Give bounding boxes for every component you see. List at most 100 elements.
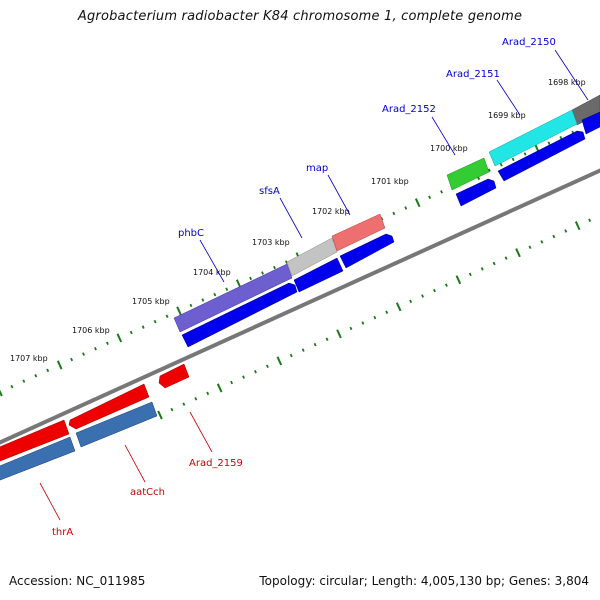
scale-tick bbox=[201, 298, 205, 302]
gene-arad-2151[interactable] bbox=[488, 109, 578, 167]
gene-map[interactable] bbox=[331, 213, 386, 252]
kbp-label: 1703 kbp bbox=[252, 238, 290, 247]
scale-tick bbox=[440, 190, 444, 194]
scale-tick bbox=[182, 402, 186, 406]
plus-cds-track bbox=[181, 111, 600, 348]
scale-tick bbox=[265, 364, 269, 369]
scale-tick bbox=[444, 283, 448, 287]
gene-label[interactable]: phbC bbox=[178, 228, 204, 239]
kbp-label: 1702 kbp bbox=[312, 207, 350, 216]
kbp-label: 1701 kbp bbox=[371, 177, 409, 186]
scale-tick bbox=[559, 135, 563, 140]
cds-arrow[interactable] bbox=[455, 178, 497, 207]
gene-label[interactable]: sfsA bbox=[259, 186, 280, 197]
scale-tick bbox=[206, 391, 210, 396]
inner-tick-ring bbox=[157, 218, 592, 420]
scale-tick bbox=[564, 229, 568, 233]
cds-arrow[interactable] bbox=[339, 233, 395, 269]
scale-tick bbox=[56, 360, 63, 370]
scale-tick bbox=[499, 163, 503, 167]
scale-tick bbox=[157, 410, 163, 420]
scale-tick bbox=[325, 337, 329, 341]
gene-label[interactable]: Arad_2151 bbox=[446, 69, 500, 80]
cds-arrow[interactable] bbox=[497, 130, 586, 182]
gene-phbC[interactable] bbox=[173, 263, 293, 333]
gene-thrA[interactable] bbox=[0, 419, 70, 465]
scale-tick bbox=[70, 357, 74, 362]
kbp-label: 1699 kbp bbox=[488, 111, 526, 120]
kbp-label: 1707 kbp bbox=[10, 354, 48, 363]
scale-tick bbox=[153, 319, 157, 324]
scale-tick bbox=[349, 326, 353, 331]
scale-tick bbox=[165, 314, 169, 318]
scale-tick bbox=[421, 294, 424, 298]
plus-strand-genes bbox=[173, 94, 600, 333]
scale-tick bbox=[22, 379, 26, 383]
kbp-label: 1706 kbp bbox=[72, 326, 110, 335]
cds-arrow[interactable] bbox=[293, 257, 344, 293]
scale-tick bbox=[523, 152, 527, 156]
scale-tick bbox=[273, 265, 276, 270]
kbp-label: 1700 kbp bbox=[430, 144, 468, 153]
leader-line bbox=[189, 411, 213, 453]
scale-tick bbox=[392, 211, 396, 216]
gene-arad-2152[interactable] bbox=[446, 157, 490, 191]
scale-tick bbox=[385, 310, 389, 314]
gene-label[interactable]: aatCch bbox=[130, 487, 165, 498]
gene-label[interactable]: Arad_2159 bbox=[189, 458, 243, 469]
kbp-scale: 1698 kbp 1699 kbp 1700 kbp 1701 kbp 1702… bbox=[10, 78, 586, 363]
scale-tick bbox=[0, 389, 3, 397]
leader-line bbox=[496, 79, 521, 116]
minus-strand-genes bbox=[0, 363, 190, 484]
scale-tick bbox=[225, 287, 229, 291]
scale-tick bbox=[301, 348, 305, 352]
cds-arrow[interactable] bbox=[581, 111, 600, 135]
scale-tick bbox=[116, 333, 123, 343]
scale-tick bbox=[289, 353, 293, 358]
gene-sfsA[interactable] bbox=[286, 237, 338, 277]
kbp-label: 1698 kbp bbox=[548, 78, 586, 87]
cds-arrow[interactable] bbox=[181, 282, 298, 348]
scale-tick bbox=[540, 240, 544, 244]
scale-tick bbox=[249, 276, 253, 281]
gene-label[interactable]: Arad_2152 bbox=[382, 104, 436, 115]
scale-tick bbox=[515, 248, 521, 258]
gene-label[interactable]: Arad_2150 bbox=[502, 37, 556, 48]
scale-tick bbox=[487, 168, 491, 172]
scale-tick bbox=[129, 330, 133, 335]
label-leaders bbox=[39, 49, 589, 521]
scale-tick bbox=[511, 157, 515, 162]
kbp-label: 1704 kbp bbox=[193, 268, 231, 277]
leader-line bbox=[327, 174, 351, 216]
rna-feature[interactable] bbox=[75, 401, 158, 448]
scale-tick bbox=[216, 383, 223, 393]
scale-tick bbox=[428, 195, 432, 199]
leader-line bbox=[554, 49, 589, 101]
scale-tick bbox=[46, 368, 50, 373]
rna-feature[interactable] bbox=[0, 436, 76, 484]
scale-tick bbox=[504, 256, 508, 260]
scale-tick bbox=[588, 218, 592, 222]
scale-tick bbox=[468, 272, 472, 277]
map-title: Agrobacterium radiobacter K84 chromosome… bbox=[77, 9, 523, 24]
scale-tick bbox=[189, 303, 193, 308]
scale-tick bbox=[433, 288, 436, 293]
leader-line bbox=[39, 482, 61, 521]
scale-tick bbox=[170, 407, 174, 412]
scale-tick bbox=[276, 356, 283, 366]
scale-tick bbox=[261, 271, 264, 275]
scale-tick bbox=[82, 352, 85, 356]
scale-tick bbox=[395, 302, 402, 312]
genome-backbone bbox=[0, 168, 600, 445]
scale-tick bbox=[455, 275, 462, 285]
leader-line bbox=[431, 116, 456, 156]
scale-tick bbox=[141, 325, 145, 329]
gene-aatCch[interactable] bbox=[68, 383, 150, 430]
gene-arad-2159[interactable] bbox=[158, 363, 190, 389]
gene-label[interactable]: map bbox=[306, 163, 328, 174]
scale-tick bbox=[552, 234, 556, 239]
gene-labels: Arad_2150 Arad_2151 Arad_2152 map sfsA p… bbox=[52, 37, 556, 538]
gene-label[interactable]: thrA bbox=[52, 527, 73, 538]
